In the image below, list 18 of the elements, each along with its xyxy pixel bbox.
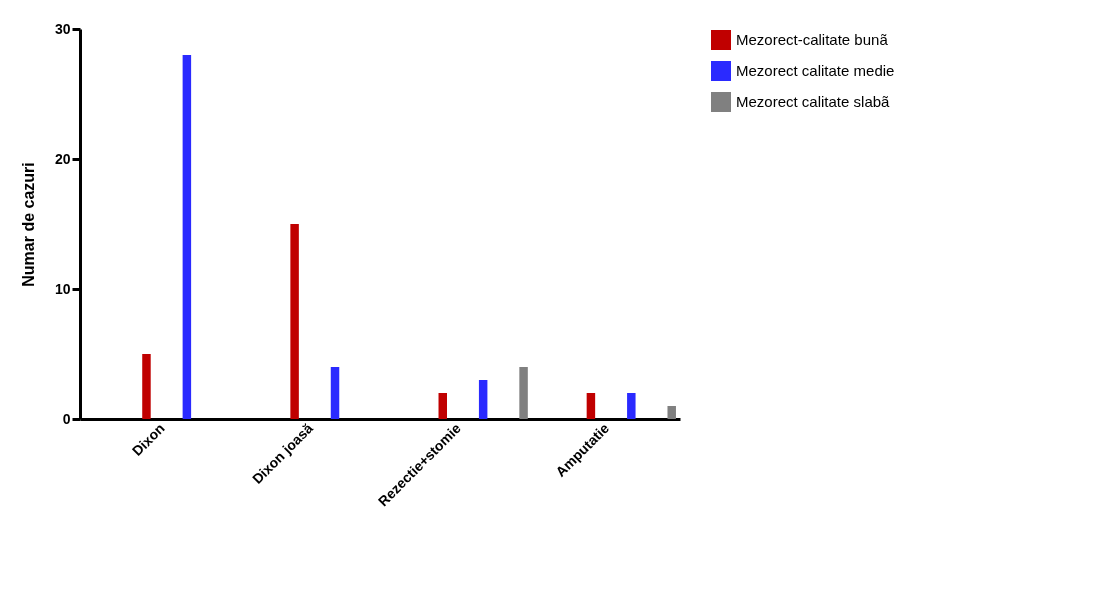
bar — [142, 354, 151, 419]
bar — [330, 367, 340, 419]
legend-label: Mezorect calitate medie — [736, 62, 895, 79]
bar — [182, 55, 192, 419]
bar — [290, 224, 299, 419]
bar — [667, 406, 676, 419]
y-tick-label: 30 — [54, 20, 71, 37]
y-tick-label: 20 — [54, 150, 71, 167]
y-tick-label: 0 — [62, 410, 71, 427]
legend-label: Mezorect-calitate bunã — [736, 31, 889, 48]
bar — [478, 380, 488, 419]
bar — [627, 393, 636, 419]
y-axis-title: Numar de cazuri — [19, 162, 37, 287]
legend-label: Mezorect calitate slabã — [736, 93, 891, 110]
y-tick-label: 10 — [54, 280, 71, 297]
bar — [519, 367, 528, 419]
bar — [586, 393, 596, 419]
bar — [438, 393, 447, 419]
